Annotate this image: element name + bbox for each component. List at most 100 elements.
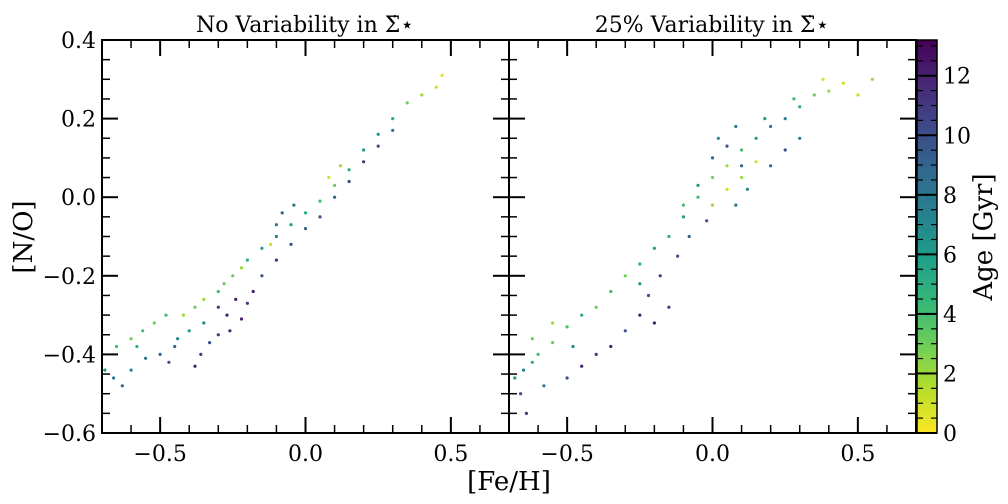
data-point [173, 344, 177, 349]
colorbar-tick-label: 4 [943, 303, 957, 328]
data-point [725, 144, 729, 148]
data-point [551, 321, 555, 325]
data-point [216, 305, 220, 309]
data-point [193, 364, 197, 368]
data-point [245, 258, 249, 262]
data-point [120, 384, 124, 388]
data-point [129, 368, 133, 372]
data-point [376, 144, 380, 148]
data-point [638, 262, 642, 266]
x-tick-label: 0.5 [840, 442, 875, 467]
plot-frame-left [101, 39, 510, 434]
data-point [740, 164, 744, 168]
axis-ticks-left: −0.5 0.0 0.5 −0.6 −0.4 −0.2 0.0 0.2 0.4 [43, 29, 510, 467]
x-tick-label: 0.0 [695, 442, 730, 467]
data-point [208, 341, 212, 345]
x-axis-label: [Fe/H] [467, 467, 551, 497]
data-point [228, 329, 232, 333]
data-point [234, 297, 238, 301]
data-point [696, 183, 700, 187]
data-point [338, 164, 342, 168]
data-point [769, 124, 773, 129]
data-point [827, 89, 831, 93]
data-point [362, 148, 366, 152]
data-point [318, 215, 322, 219]
data-point [347, 168, 351, 172]
colorbar-tick-label: 6 [943, 243, 957, 268]
data-point [216, 289, 220, 294]
data-point [158, 352, 162, 356]
data-point [292, 203, 296, 207]
panel-title-left: No Variability in Σ̇⋆ [196, 13, 414, 38]
y-tick-label: 0.0 [61, 186, 96, 211]
data-point [251, 289, 255, 294]
scatter-points-left [103, 73, 444, 388]
data-point [623, 329, 627, 333]
data-point [274, 258, 278, 262]
data-point [303, 227, 308, 231]
data-point [114, 344, 119, 349]
axis-ticks-right: −0.5 0.0 0.5 [508, 39, 917, 467]
data-point [144, 356, 148, 360]
data-point [239, 266, 244, 270]
x-tick-label: 0.0 [288, 442, 323, 467]
data-point [440, 73, 444, 77]
data-point [225, 313, 229, 317]
data-point [333, 195, 337, 199]
data-point [792, 97, 796, 101]
y-tick-label: 0.2 [61, 108, 96, 133]
data-point [274, 223, 278, 227]
data-point [696, 195, 700, 199]
data-point [289, 223, 293, 227]
data-point [594, 352, 598, 356]
data-point [260, 274, 264, 278]
data-point [167, 360, 171, 364]
plot-frame-right [508, 39, 917, 434]
y-tick-label: −0.2 [43, 265, 96, 290]
data-point [580, 313, 584, 317]
data-point [530, 337, 534, 341]
x-tick-label: 0.5 [433, 442, 468, 467]
data-point [740, 175, 744, 180]
x-tick-label: −0.5 [133, 442, 186, 467]
data-point [725, 187, 729, 191]
colorbar-tick-label: 10 [943, 124, 971, 149]
data-point [705, 219, 709, 223]
data-point [652, 246, 657, 250]
data-point [870, 77, 875, 81]
data-point [112, 376, 116, 380]
data-point [667, 305, 671, 309]
data-point [745, 187, 750, 191]
data-point [710, 203, 715, 207]
data-point [239, 317, 244, 321]
data-point [676, 254, 680, 258]
data-point [420, 93, 424, 97]
data-point [289, 242, 293, 246]
data-point [681, 215, 686, 219]
data-point [347, 179, 351, 184]
y-tick-label: −0.4 [43, 343, 96, 368]
data-point [222, 282, 226, 286]
data-point [652, 321, 657, 325]
data-point [405, 101, 409, 105]
data-point [710, 156, 715, 160]
data-point [798, 105, 802, 109]
data-point [687, 234, 691, 239]
data-point [333, 183, 337, 187]
data-point [734, 203, 738, 207]
y-tick-label: 0.4 [61, 29, 96, 54]
panel-no-variability: No Variability in Σ̇⋆ −0.5 0.0 0.5 −0.6 −0.4… [43, 13, 510, 467]
panel-title-right: 25% Variability in Σ̇⋆ [595, 13, 830, 38]
data-point [152, 321, 156, 325]
data-point [609, 289, 613, 294]
data-point [783, 117, 787, 121]
data-point [821, 77, 825, 81]
data-point [327, 175, 331, 180]
data-point [710, 175, 715, 180]
data-point [303, 211, 308, 215]
data-point [513, 376, 517, 380]
data-point [798, 136, 802, 140]
data-point [551, 341, 555, 345]
scatter-points-right [513, 77, 875, 415]
